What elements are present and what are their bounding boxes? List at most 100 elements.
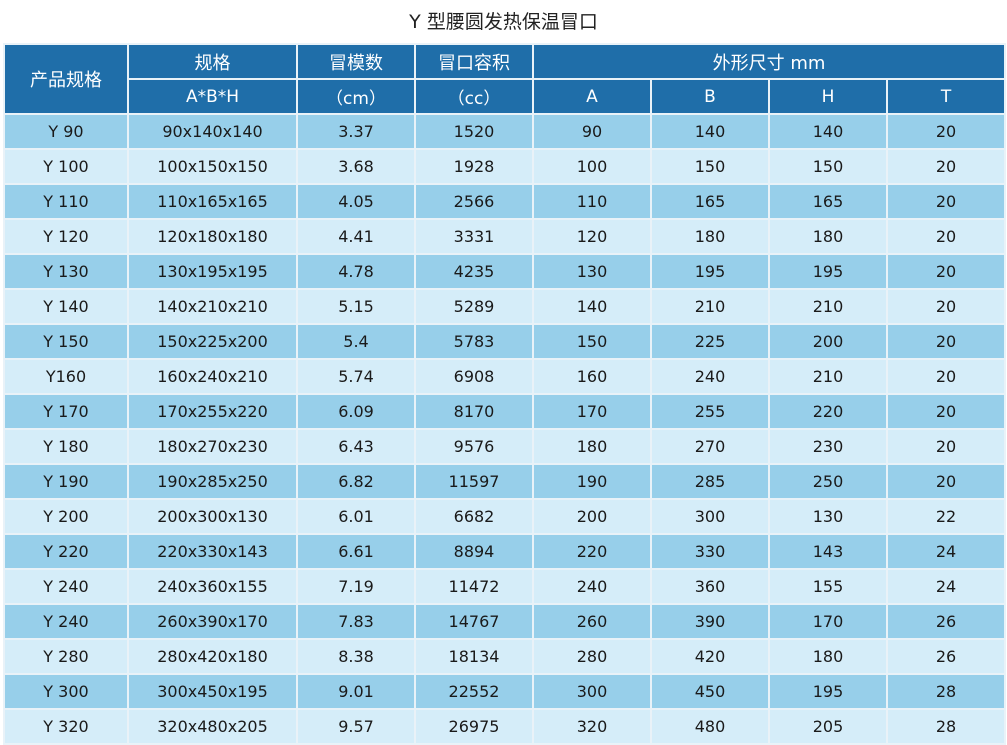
cell-modulus: 6.01 (296, 498, 416, 535)
cell-b: 240 (650, 358, 770, 395)
cell-h: 130 (768, 498, 888, 535)
page-title: Y 型腰圆发热保温冒口 (409, 11, 598, 33)
cell-size: 160x240x210 (127, 358, 298, 395)
cell-volume: 6682 (414, 498, 534, 535)
cell-b: 285 (650, 463, 770, 500)
cell-volume: 5783 (414, 323, 534, 360)
cell-spec: Y 300 (3, 673, 129, 710)
cell-spec: Y 220 (3, 533, 129, 570)
cell-t: 20 (885, 148, 1007, 185)
cell-modulus: 4.05 (296, 183, 416, 220)
cell-a: 300 (532, 673, 652, 710)
cell-t: 28 (885, 708, 1007, 745)
cell-t: 28 (885, 673, 1007, 710)
cell-t: 20 (885, 463, 1007, 500)
cell-modulus: 6.09 (296, 393, 416, 430)
cell-h: 180 (768, 638, 888, 675)
cell-volume: 6908 (414, 358, 534, 395)
cell-modulus: 6.82 (296, 463, 416, 500)
cell-volume: 18134 (414, 638, 534, 675)
cell-modulus: 9.01 (296, 673, 416, 710)
cell-volume: 1928 (414, 148, 534, 185)
cell-volume: 11597 (414, 463, 534, 500)
cell-t: 20 (885, 288, 1007, 325)
cell-h: 150 (768, 148, 888, 185)
cell-a: 180 (532, 428, 652, 465)
cell-h: 165 (768, 183, 888, 220)
cell-h: 210 (768, 288, 888, 325)
cell-size: 180x270x230 (127, 428, 298, 465)
cell-h: 180 (768, 218, 888, 255)
cell-a: 160 (532, 358, 652, 395)
cell-modulus: 4.41 (296, 218, 416, 255)
cell-h: 195 (768, 253, 888, 290)
cell-h: 230 (768, 428, 888, 465)
cell-a: 240 (532, 568, 652, 605)
cell-h: 220 (768, 393, 888, 430)
cell-b: 210 (650, 288, 770, 325)
cell-b: 180 (650, 218, 770, 255)
table-row: Y 130 130x195x195 4.78 4235 130 195 195 20 (3, 253, 1007, 290)
cell-spec: Y 280 (3, 638, 129, 675)
cell-volume: 14767 (414, 603, 534, 640)
cell-spec: Y 200 (3, 498, 129, 535)
cell-volume: 26975 (414, 708, 534, 745)
cell-a: 190 (532, 463, 652, 500)
cell-t: 20 (885, 183, 1007, 220)
header-spec: 产品规格 (3, 43, 129, 115)
cell-a: 260 (532, 603, 652, 640)
cell-spec: Y 140 (3, 288, 129, 325)
cell-size: 300x450x195 (127, 673, 298, 710)
header-modulus: 冒模数 (296, 43, 416, 80)
cell-a: 130 (532, 253, 652, 290)
cell-size: 280x420x180 (127, 638, 298, 675)
cell-b: 140 (650, 113, 770, 150)
cell-spec: Y 240 (3, 568, 129, 605)
cell-h: 140 (768, 113, 888, 150)
table-row: Y 300 300x450x195 9.01 22552 300 450 195 28 (3, 673, 1007, 710)
cell-b: 270 (650, 428, 770, 465)
cell-t: 20 (885, 218, 1007, 255)
header-size: 规格 (127, 43, 298, 80)
cell-modulus: 5.15 (296, 288, 416, 325)
cell-size: 150x225x200 (127, 323, 298, 360)
cell-modulus: 6.61 (296, 533, 416, 570)
cell-size: 100x150x150 (127, 148, 298, 185)
cell-spec: Y160 (3, 358, 129, 395)
cell-t: 20 (885, 358, 1007, 395)
cell-b: 195 (650, 253, 770, 290)
cell-volume: 9576 (414, 428, 534, 465)
cell-a: 90 (532, 113, 652, 150)
cell-size: 220x330x143 (127, 533, 298, 570)
cell-t: 20 (885, 113, 1007, 150)
cell-b: 480 (650, 708, 770, 745)
cell-a: 120 (532, 218, 652, 255)
cell-modulus: 8.38 (296, 638, 416, 675)
table-row: Y 90 90x140x140 3.37 1520 90 140 140 20 (3, 113, 1007, 150)
cell-b: 225 (650, 323, 770, 360)
table-row: Y 190 190x285x250 6.82 11597 190 285 250 20 (3, 463, 1007, 500)
cell-spec: Y 100 (3, 148, 129, 185)
table-row: Y 150 150x225x200 5.4 5783 150 225 200 20 (3, 323, 1007, 360)
cell-spec: Y 150 (3, 323, 129, 360)
cell-a: 140 (532, 288, 652, 325)
cell-modulus: 7.19 (296, 568, 416, 605)
cell-size: 110x165x165 (127, 183, 298, 220)
table-row: Y 110 110x165x165 4.05 2566 110 165 165 20 (3, 183, 1007, 220)
header-b: B (650, 78, 770, 115)
cell-b: 330 (650, 533, 770, 570)
cell-volume: 11472 (414, 568, 534, 605)
cell-h: 143 (768, 533, 888, 570)
cell-spec: Y 240 (3, 603, 129, 640)
table-row: Y 140 140x210x210 5.15 5289 140 210 210 20 (3, 288, 1007, 325)
table-row: Y 200 200x300x130 6.01 6682 200 300 130 22 (3, 498, 1007, 535)
cell-size: 140x210x210 (127, 288, 298, 325)
cell-modulus: 3.37 (296, 113, 416, 150)
cell-a: 320 (532, 708, 652, 745)
cell-h: 210 (768, 358, 888, 395)
cell-t: 26 (885, 638, 1007, 675)
cell-size: 240x360x155 (127, 568, 298, 605)
cell-size: 120x180x180 (127, 218, 298, 255)
cell-h: 200 (768, 323, 888, 360)
table-row: Y 320 320x480x205 9.57 26975 320 480 205 28 (3, 708, 1007, 745)
